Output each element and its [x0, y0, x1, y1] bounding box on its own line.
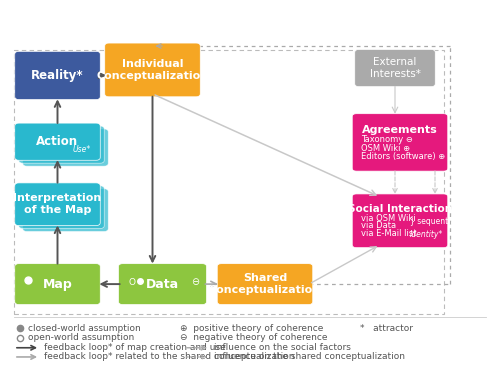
Text: via OSM Wiki: via OSM Wiki — [361, 214, 416, 223]
Bar — [14, 50, 444, 314]
Text: Individual
Conceptualization: Individual Conceptualization — [96, 59, 208, 81]
FancyBboxPatch shape — [15, 123, 100, 160]
Text: Agreements: Agreements — [362, 125, 438, 135]
Text: ⊖  negative theory of coherence: ⊖ negative theory of coherence — [180, 333, 328, 342]
Text: via Data: via Data — [361, 221, 396, 230]
FancyBboxPatch shape — [217, 263, 313, 305]
Text: influence on the shared conceptualization: influence on the shared conceptualizatio… — [214, 353, 405, 361]
Text: influence on the social factors: influence on the social factors — [214, 343, 351, 352]
Text: } sequential: } sequential — [410, 217, 458, 226]
Text: Map: Map — [42, 277, 72, 291]
FancyBboxPatch shape — [19, 186, 104, 229]
FancyBboxPatch shape — [105, 43, 200, 97]
Text: Action: Action — [36, 135, 78, 148]
Text: Interpretation
of the Map: Interpretation of the Map — [14, 194, 102, 215]
Text: via E-Mail list: via E-Mail list — [361, 229, 417, 237]
Text: Reality*: Reality* — [31, 69, 84, 82]
Text: External
Interests*: External Interests* — [370, 57, 420, 79]
FancyBboxPatch shape — [23, 129, 108, 166]
Text: feedback loop* related to the shared conceptualization: feedback loop* related to the shared con… — [44, 353, 294, 361]
FancyBboxPatch shape — [23, 189, 108, 231]
Text: Social Interaction: Social Interaction — [348, 204, 452, 214]
FancyBboxPatch shape — [19, 126, 104, 163]
Text: O: O — [128, 278, 136, 287]
Text: *   attractor: * attractor — [360, 324, 413, 333]
FancyBboxPatch shape — [355, 50, 435, 86]
Text: Taxonomy ⊖: Taxonomy ⊖ — [361, 135, 413, 144]
FancyBboxPatch shape — [118, 263, 206, 305]
Text: Shared
Conceptualization: Shared Conceptualization — [209, 273, 321, 295]
Text: OSM Wiki ⊕: OSM Wiki ⊕ — [361, 144, 410, 152]
FancyBboxPatch shape — [15, 52, 100, 99]
FancyBboxPatch shape — [15, 263, 100, 305]
Text: Identity*: Identity* — [410, 230, 444, 239]
FancyBboxPatch shape — [15, 183, 100, 226]
FancyBboxPatch shape — [352, 194, 448, 248]
Text: open-world assumption: open-world assumption — [28, 333, 134, 342]
FancyBboxPatch shape — [352, 114, 448, 171]
Text: Use*: Use* — [73, 145, 91, 155]
Text: Editors (software) ⊕: Editors (software) ⊕ — [361, 152, 446, 161]
Text: feedback loop* of map creation and use: feedback loop* of map creation and use — [44, 343, 226, 352]
Text: Data: Data — [146, 277, 179, 291]
Text: ⊖: ⊖ — [192, 277, 200, 287]
Text: ⊕  positive theory of coherence: ⊕ positive theory of coherence — [180, 324, 324, 333]
Text: closed-world assumption: closed-world assumption — [28, 324, 140, 333]
